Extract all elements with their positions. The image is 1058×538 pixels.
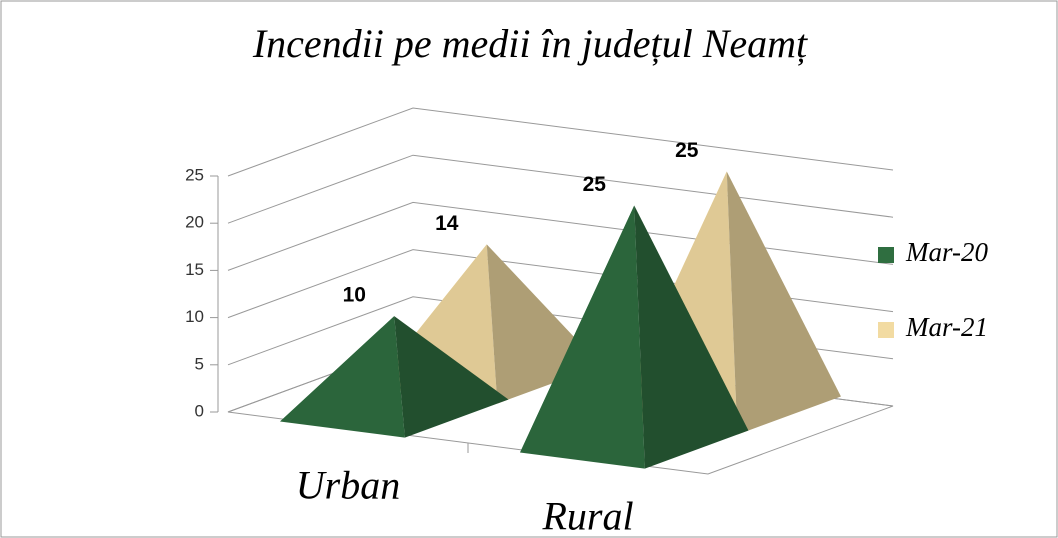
legend-swatch (878, 322, 894, 338)
grid-line (227, 107, 894, 177)
data-label: 10 (343, 284, 366, 307)
x-tick-label: Rural (541, 494, 633, 538)
pyramid (520, 205, 749, 469)
y-tick-label: 20 (185, 213, 204, 232)
y-tick-label: 0 (195, 401, 204, 420)
pyramid-face (280, 316, 405, 438)
x-tick-label: Urban (296, 463, 400, 508)
y-tick-label: 10 (185, 307, 204, 326)
data-label: 14 (435, 212, 459, 235)
legend-swatch (878, 247, 894, 263)
pyramid (280, 316, 509, 438)
legend-label: Mar-20 (905, 237, 988, 267)
y-tick-label: 25 (185, 165, 204, 184)
pyramid-face (726, 171, 841, 435)
y-tick-label: 15 (185, 260, 204, 279)
y-tick-label: 5 (195, 354, 204, 373)
legend-label: Mar-21 (905, 312, 988, 342)
chart-title: Incendii pe medii în județul Neamț (252, 21, 808, 66)
pyramid-face (634, 205, 749, 469)
data-label: 25 (675, 139, 699, 162)
data-label: 25 (583, 173, 607, 196)
pyramid-face (520, 205, 645, 469)
pyramid-face (394, 316, 509, 438)
